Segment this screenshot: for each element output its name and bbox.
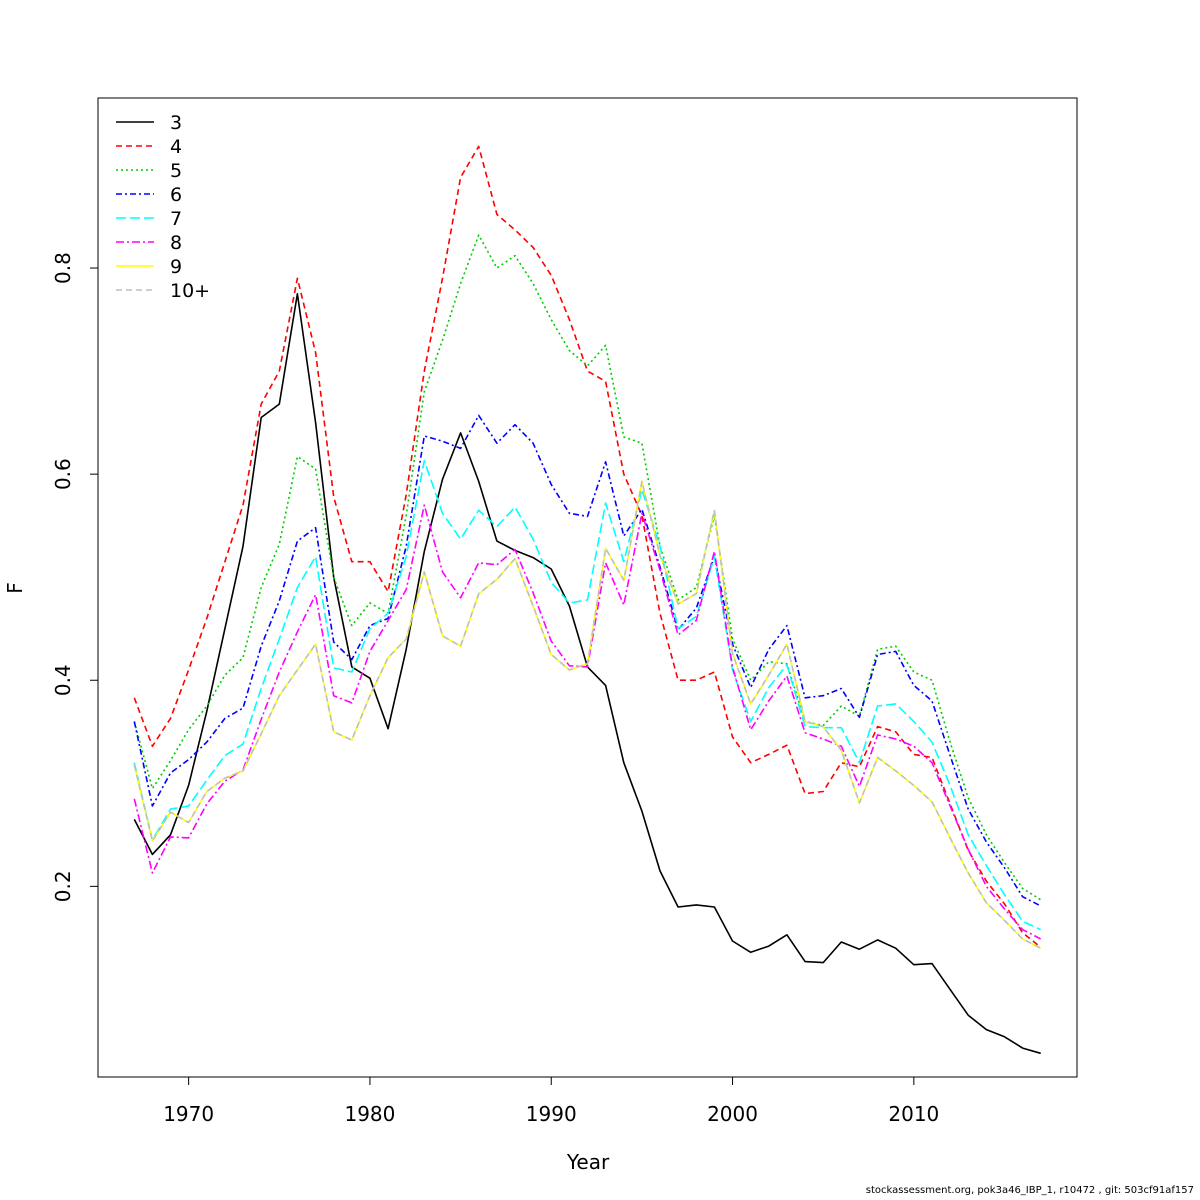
x-tick-label: 1980: [344, 1102, 395, 1126]
legend-label: 6: [170, 184, 182, 206]
x-tick-label: 2010: [888, 1102, 939, 1126]
y-tick-label: 0.2: [51, 870, 75, 902]
legend-label: 8: [170, 232, 182, 254]
series-layer: [133, 145, 1042, 1055]
legend-label: 9: [170, 256, 182, 278]
legend-label: 7: [170, 208, 182, 230]
y-tick-label: 0.6: [51, 458, 75, 490]
series-line-7: [133, 459, 1042, 931]
x-axis: 1970 1980 1990 2000 2010: [163, 1077, 939, 1126]
y-axis-label: F: [3, 582, 27, 594]
series-line-10plus: [133, 480, 1042, 949]
series-line-4: [133, 145, 1042, 948]
legend-label: 3: [170, 112, 182, 134]
plot-frame: [97, 97, 1078, 1078]
y-tick-label: 0.8: [51, 252, 75, 284]
x-tick-label: 1970: [163, 1102, 214, 1126]
legend-label: 10+: [170, 280, 210, 302]
legend-label: 4: [170, 136, 182, 158]
legend-label: 5: [170, 160, 182, 182]
x-tick-label: 1990: [526, 1102, 577, 1126]
series-line-6: [133, 414, 1042, 907]
x-axis-label: Year: [566, 1150, 610, 1174]
x-tick-label: 2000: [707, 1102, 758, 1126]
y-tick-label: 0.4: [51, 664, 75, 696]
series-line-8: [133, 504, 1042, 940]
y-axis: 0.2 0.4 0.6 0.8: [51, 252, 98, 902]
footer-note: stockassessment.org, pok3a46_IBP_1, r104…: [865, 1185, 1194, 1196]
